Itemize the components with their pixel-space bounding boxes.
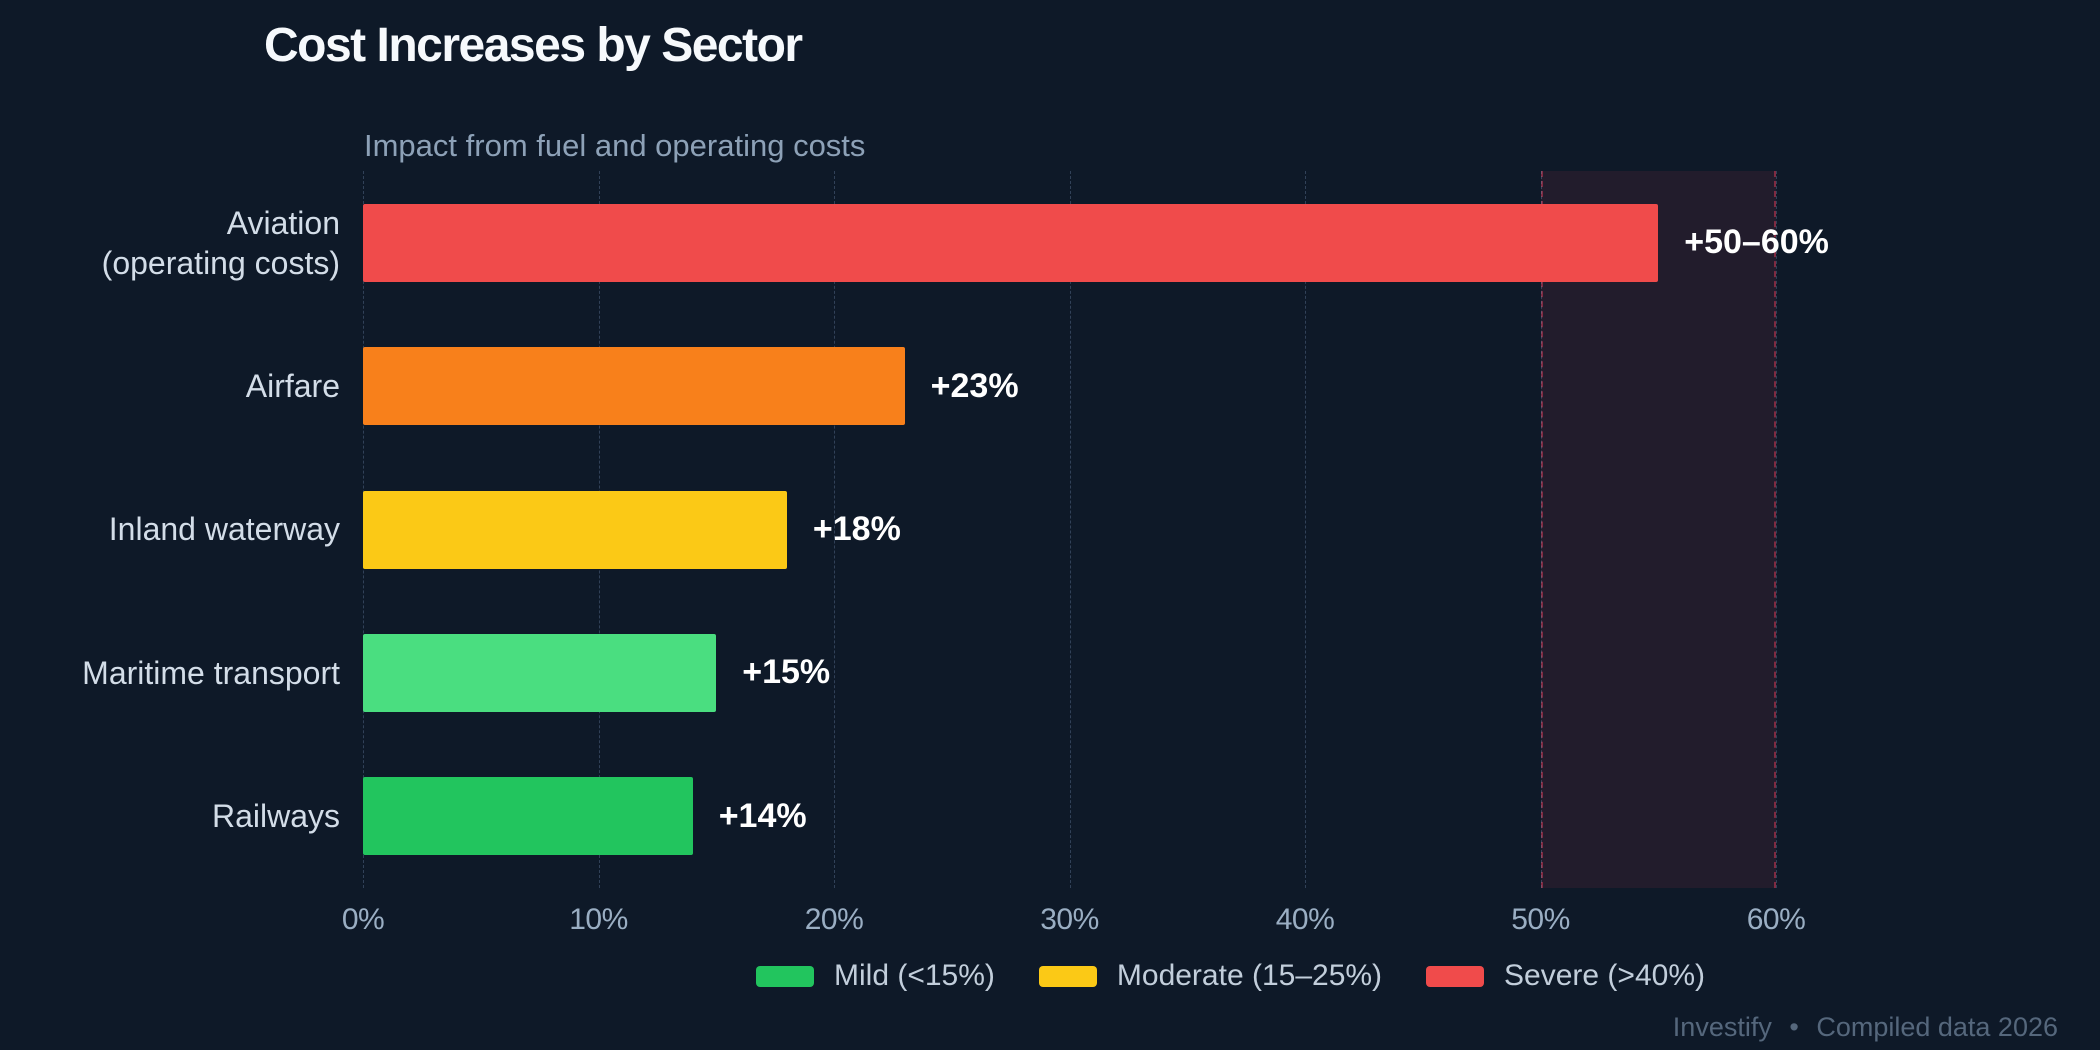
category-label-line: (operating costs) (101, 244, 340, 281)
legend: Mild (<15%) Moderate (15–25%) Severe (>40%… (756, 958, 1705, 994)
legend-label: Moderate (15–25%) (1116, 959, 1383, 992)
legend-swatch (756, 965, 814, 987)
highlight-band-severe (1540, 171, 1776, 888)
bar-railways (363, 777, 693, 856)
bar-inland-waterway (363, 490, 787, 569)
category-label: Maritime transport (0, 601, 340, 744)
x-tick-label: 40% (1275, 903, 1335, 936)
bar-value-label: +15% (742, 653, 831, 692)
bar-value-label: +14% (718, 796, 807, 835)
legend-item: Moderate (15–25%) (1038, 959, 1383, 993)
category-label-line: Aviation (226, 204, 340, 241)
category-label: Airfare (0, 314, 340, 457)
chart-subtitle: Impact from fuel and operating costs (364, 128, 866, 163)
category-label: Inland waterway (0, 458, 340, 601)
bar-value-label: +18% (812, 510, 901, 548)
footer-brand: Investify (1672, 1012, 1772, 1042)
bar-value-label: +23% (930, 366, 1019, 405)
x-tick-label: 0% (341, 903, 385, 936)
category-label-line: Maritime transport (82, 654, 340, 691)
category-label-line: Inland waterway (108, 511, 340, 548)
gridline-50% (1540, 171, 1542, 888)
bar-maritime-transport (363, 633, 717, 712)
gridline-20% (834, 171, 835, 888)
category-label-line: Airfare (245, 368, 340, 405)
footer-credit: Investify • Compiled data 2026 (1673, 1012, 2058, 1043)
bar-airfare (363, 347, 905, 426)
legend-item: Mild (<15%) (756, 959, 995, 993)
bar-aviation-operating-costs (363, 203, 1659, 282)
gridline-60% (1776, 171, 1777, 888)
legend-label: Severe (>40%) (1504, 959, 1705, 992)
category-label-line: Railways (211, 798, 340, 835)
footer-note: Compiled data 2026 (1816, 1012, 2058, 1042)
gridline-30% (1069, 171, 1071, 888)
x-tick-label: 20% (804, 903, 864, 936)
x-tick-label: 50% (1511, 903, 1570, 936)
category-label: Aviation (operating costs) (0, 171, 340, 314)
bar-value-label: +50–60% (1684, 223, 1829, 262)
category-label: Railways (0, 745, 340, 888)
legend-swatch (1038, 965, 1097, 987)
x-tick-label: 10% (569, 903, 628, 936)
x-tick-label: 30% (1040, 903, 1099, 936)
chart-title: Cost Increases by Sector (264, 19, 803, 72)
legend-item: Severe (>40%) (1426, 959, 1705, 993)
legend-swatch (1426, 965, 1485, 987)
footer-separator: • (1789, 1012, 1799, 1042)
x-tick-label: 60% (1746, 903, 1806, 936)
gridline-40% (1305, 171, 1306, 888)
legend-label: Mild (<15%) (834, 959, 995, 992)
